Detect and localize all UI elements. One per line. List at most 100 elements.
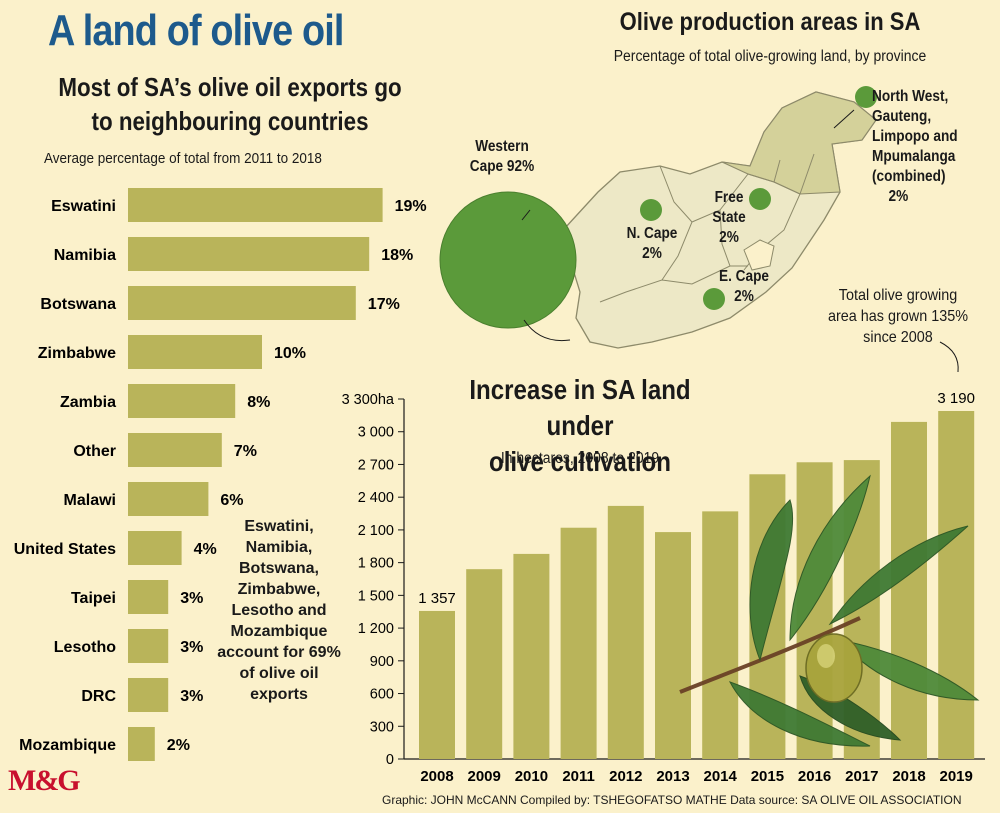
exports-subtitle-line-1: Most of SA’s olive oil exports go — [58, 72, 402, 102]
cultivation-value-label: 3 190 — [937, 390, 975, 407]
ecape-label-line-2: 2% — [734, 288, 754, 305]
export-bar-malawi — [128, 482, 209, 516]
exports-bar-chart: Eswatini 19% Namibia 18% Botswana 17% Zimbabwe… — [14, 188, 427, 761]
growth-callout-line-1: Total olive growing — [838, 287, 958, 304]
growth-callout-line-3: since 2008 — [863, 329, 933, 346]
export-bar-mozambique — [128, 727, 155, 761]
mg-logo: M&G — [8, 764, 81, 797]
cultivation-bar-2012 — [607, 505, 644, 759]
north-provinces-label-line-3: Limpopo and — [872, 128, 958, 145]
north-provinces-label-line-6: 2% — [888, 188, 909, 205]
western-cape-label: Western Cape 92% — [467, 137, 537, 177]
export-bar-eswatini — [128, 188, 383, 222]
ncape-label-line-2: 2% — [642, 245, 662, 262]
x-tick-label: 2017 — [845, 768, 878, 785]
export-category-label: Zambia — [60, 394, 116, 411]
free-state-dot — [749, 188, 771, 210]
export-category-label: Botswana — [40, 296, 116, 313]
export-bar-zimbabwe — [128, 335, 262, 369]
cultivation-bar-2018 — [891, 421, 927, 759]
ncape-label: N. Cape 2% — [617, 224, 687, 264]
export-category-label: Other — [73, 443, 116, 460]
cultivation-title-line-2: olive cultivation — [489, 446, 671, 477]
export-bar-namibia — [128, 237, 370, 271]
export-bar-drc — [128, 678, 169, 712]
north-provinces-label: North West, Gauteng, Limpopo and Mpumala… — [872, 87, 960, 207]
north-provinces-label-line-4: Mpumalanga — [872, 148, 956, 165]
ncape-label-line-1: N. Cape — [626, 225, 678, 242]
x-tick-label: 2019 — [940, 768, 973, 785]
cultivation-title-line-1: Increase in SA land under — [469, 374, 691, 441]
growth-callout: Total olive growing area has grown 135% … — [817, 285, 979, 348]
export-bar-taipei — [128, 580, 169, 614]
export-value-label: 6% — [220, 492, 243, 509]
export-value-label: 2% — [167, 737, 190, 754]
export-bar-zambia — [128, 384, 236, 418]
export-category-label: Mozambique — [19, 737, 116, 754]
x-tick-label: 2008 — [420, 768, 453, 785]
export-category-label: Lesotho — [54, 639, 116, 656]
ecape-label: E. Cape 2% — [709, 267, 779, 307]
cultivation-bar-2017 — [843, 460, 880, 759]
x-tick-label: 2012 — [609, 768, 642, 785]
ncape-dot — [640, 199, 662, 221]
x-tick-label: 2016 — [798, 768, 831, 785]
cultivation-title: Increase in SA land under olive cultivat… — [442, 372, 717, 480]
western-cape-circle — [439, 191, 577, 329]
ecape-label-line-1: E. Cape — [718, 268, 770, 285]
export-bar-united-states — [128, 531, 182, 565]
export-value-label: 4% — [194, 541, 217, 558]
free-state-label-line-1: Free — [714, 189, 744, 206]
export-category-label: Eswatini — [51, 198, 116, 215]
export-category-label: Zimbabwe — [38, 345, 116, 362]
exports-subtitle-line-2: to neighbouring countries — [91, 106, 369, 136]
export-category-label: Namibia — [54, 247, 116, 264]
cultivation-subtitle: In hectares, 2008 to 2019 — [500, 450, 660, 467]
free-state-label: Free State 2% — [703, 188, 754, 248]
main-title: A land of olive oil — [48, 6, 344, 55]
export-category-label: United States — [14, 541, 116, 558]
export-value-label: 8% — [247, 394, 270, 411]
exports-annotation: Eswatini, Namibia, Botswana, Zimbabwe, L… — [217, 518, 341, 703]
credits: Graphic: JOHN McCANN Compiled by: TSHEGO… — [382, 793, 962, 807]
cultivation-bar-2016 — [796, 462, 833, 759]
western-cape-leader — [521, 209, 531, 221]
export-bar-lesotho — [128, 629, 169, 663]
x-tick-label: 2018 — [892, 768, 925, 785]
export-value-label: 3% — [180, 688, 203, 705]
export-value-label: 3% — [180, 590, 203, 607]
cultivation-bar-2014 — [702, 511, 739, 759]
export-value-label: 19% — [395, 198, 427, 215]
olive-branch-illustration — [679, 474, 980, 747]
sa-map-province-borders — [599, 153, 815, 303]
cultivation-bar-2015 — [749, 474, 786, 759]
cultivation-bar-2013 — [655, 532, 691, 759]
sa-map-lesotho — [743, 239, 775, 271]
map-title: Olive production areas in SA — [619, 8, 921, 36]
x-tick-label: 2013 — [656, 768, 689, 785]
x-tick-label: 2014 — [704, 768, 738, 785]
export-value-label: 18% — [381, 247, 413, 264]
export-bar-botswana — [128, 286, 356, 320]
export-value-label: 7% — [234, 443, 257, 460]
export-bar-other — [128, 433, 222, 467]
north-provinces-leader — [833, 109, 855, 129]
western-cape-label-line-2: Cape 92% — [469, 158, 535, 175]
north-provinces-label-line-2: Gauteng, — [872, 108, 932, 125]
export-value-label: 10% — [274, 345, 306, 362]
cultivation-bar-2010 — [513, 553, 550, 759]
sa-map — [439, 86, 877, 349]
cultivation-bar-2011 — [560, 527, 597, 759]
exports-note: Average percentage of total from 2011 to… — [44, 150, 322, 167]
growth-callout-line-2: area has grown 135% — [827, 308, 969, 325]
export-category-label: Malawi — [64, 492, 116, 509]
western-cape-label-line-1: Western — [475, 138, 529, 155]
western-cape-bracket — [523, 319, 571, 342]
north-provinces-label-line-1: North West, — [872, 88, 949, 105]
export-value-label: 17% — [368, 296, 400, 313]
north-provinces-dot — [855, 86, 877, 108]
cultivation-bar-2019 — [938, 411, 975, 759]
free-state-label-line-3: 2% — [719, 229, 739, 246]
free-state-label-line-2: State — [712, 209, 746, 226]
exports-subtitle: Most of SA’s olive oil exports go to nei… — [58, 70, 402, 138]
